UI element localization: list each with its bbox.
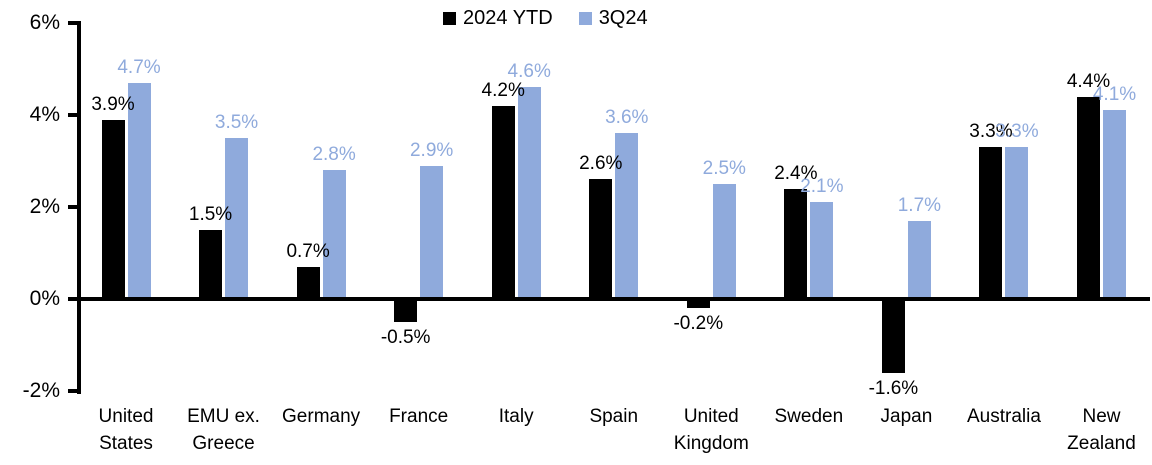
value-label-2024-ytd-new-zealand: 4.4% [1066,70,1111,92]
bar-2024-ytd-new-zealand [1077,96,1100,299]
x-axis-label-italy: Italy [498,406,534,427]
bar-2024-ytd-italy [491,105,515,299]
y-axis-tick-2 [68,389,77,393]
value-label-2024-ytd-spain: 2.6% [579,153,623,175]
x-axis-label-united-states: United States [98,406,154,454]
x-axis-zero-line [77,297,1150,301]
bar-2024-ytd-france [394,299,418,322]
x-axis-label-japan: Japan [880,406,933,427]
value-label-2024-ytd-germany: 0.7% [286,240,330,262]
value-label-2024-ytd-japan: -1.6% [868,377,919,399]
bar-3q24-japan [907,220,931,299]
value-label-2024-ytd-emu-ex-greece: 1.5% [188,204,233,225]
y-axis-tick-2 [68,205,77,209]
bar-3q24-united-states [127,82,151,299]
value-label-3q24-spain: 3.6% [605,107,649,129]
y-axis-label-6: 6% [29,11,60,34]
value-label-3q24-australia: 3.3% [995,121,1039,143]
value-label-3q24-emu-ex-greece: 3.5% [214,112,259,133]
bar-2024-ytd-spain [589,179,613,299]
legend-swatch-3q24 [578,11,592,25]
bar-3q24-united-kingdom [712,184,736,299]
x-axis-label-united-kingdom: United Kingdom [673,406,749,454]
x-axis-label-emu-ex-greece: EMU ex. Greece [187,406,260,454]
legend-item-3q24: 3Q24 [578,7,648,29]
bar-3q24-new-zealand [1103,110,1126,299]
y-axis-tick-0 [68,297,77,301]
value-label-2024-ytd-italy: 4.2% [481,79,525,101]
x-axis-label-australia: Australia [966,406,1041,427]
x-axis-label-france: France [389,406,449,427]
value-label-3q24-france: 2.9% [409,139,454,161]
y-axis-line [77,21,81,394]
bar-2024-ytd-japan [881,299,905,373]
value-label-3q24-united-states: 4.7% [117,56,161,78]
bar-2024-ytd-sweden [784,188,808,299]
x-axis-label-germany: Germany [282,406,361,427]
x-axis-label-spain: Spain [589,406,639,427]
y-axis-label-2: 2% [29,195,60,218]
bar-3q24-germany [322,170,346,299]
value-label-2024-ytd-united-kingdom: -0.2% [673,313,724,335]
y-axis-tick-4 [68,113,77,117]
bar-2024-ytd-united-kingdom [686,299,710,309]
bar-3q24-italy [517,87,541,299]
bar-3q24-sweden [810,202,834,299]
value-label-3q24-united-kingdom: 2.5% [702,158,746,179]
value-label-3q24-japan: 1.7% [897,194,942,216]
legend-label-2024-ytd: 2024 YTD [463,7,553,29]
chart-legend: 2024 YTD 3Q24 [443,7,648,29]
x-axis-label-new-zealand: New Zealand [1067,406,1136,454]
value-label-3q24-germany: 2.8% [312,144,356,166]
value-label-2024-ytd-sweden: 2.4% [774,162,818,184]
bar-2024-ytd-germany [296,266,320,299]
bar-3q24-spain [615,133,639,299]
value-label-2024-ytd-united-states: 3.9% [91,93,135,115]
x-axis-label-sweden: Sweden [774,406,844,427]
bar-2024-ytd-emu-ex-greece [199,230,223,299]
value-label-3q24-italy: 4.6% [507,61,551,83]
y-axis-label-0: 0% [29,287,60,310]
value-label-3q24-new-zealand: 4.1% [1092,84,1137,106]
bar-3q24-australia [1005,147,1029,299]
y-axis-label-4: 4% [29,103,60,126]
y-axis-label-2: -2% [22,379,60,402]
bar-2024-ytd-united-states [101,119,125,299]
value-label-3q24-sweden: 2.1% [800,176,844,198]
bar-2024-ytd-australia [979,147,1003,299]
legend-item-2024-ytd: 2024 YTD [443,7,553,29]
value-label-2024-ytd-australia: 3.3% [969,121,1013,143]
value-label-2024-ytd-france: -0.5% [380,327,431,348]
y-axis-tick-6 [68,21,77,25]
bar-3q24-emu-ex-greece [225,138,249,299]
bar-3q24-france [420,165,444,299]
legend-label-3q24: 3Q24 [598,7,648,29]
legend-swatch-2024-ytd [443,11,456,25]
